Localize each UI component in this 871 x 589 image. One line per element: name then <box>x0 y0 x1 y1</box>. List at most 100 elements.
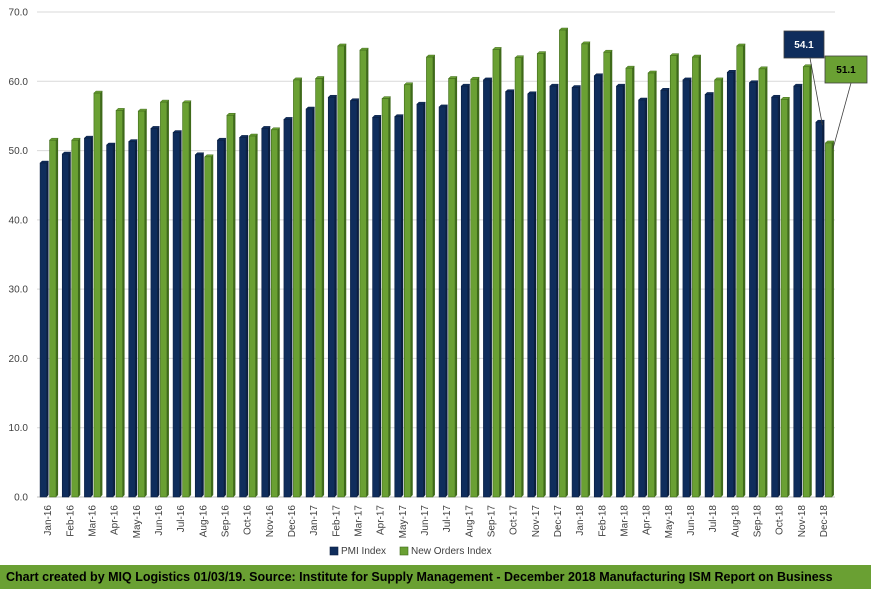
bar-pmi-side <box>179 130 182 498</box>
bar-new-orders <box>603 51 611 498</box>
bar-pmi <box>460 85 469 498</box>
callout-leader-new-orders <box>832 82 852 150</box>
bar-pmi-side <box>445 104 448 498</box>
bar-pmi-side <box>157 126 160 498</box>
x-tick-label: Sep-16 <box>220 505 231 538</box>
bar-pmi-side <box>246 135 249 497</box>
bar-new-orders <box>204 156 212 498</box>
bar-new-orders-side <box>676 53 679 498</box>
bar-pmi-side <box>312 107 315 497</box>
legend-swatch-new-orders <box>399 546 409 556</box>
y-tick-label: 60.0 <box>9 77 29 88</box>
bar-new-orders <box>248 135 256 498</box>
x-tick-label: Oct-18 <box>775 505 786 535</box>
bar-new-orders <box>802 66 811 498</box>
bar-pmi <box>749 82 757 498</box>
bar-new-orders <box>780 99 788 498</box>
bar-new-orders <box>692 56 700 498</box>
bar-pmi <box>571 87 579 498</box>
bar-pmi <box>815 121 823 498</box>
bar-pmi <box>172 132 180 498</box>
bar-new-orders <box>514 57 522 498</box>
bar-pmi-side <box>401 114 404 497</box>
bar-new-orders <box>736 45 744 498</box>
x-tick-label: Dec-18 <box>819 505 830 538</box>
bar-pmi-side <box>290 117 293 498</box>
bar-pmi <box>438 106 446 498</box>
bar-pmi-side <box>667 88 670 498</box>
bar-new-orders-side <box>122 108 125 497</box>
bar-pmi <box>638 99 646 498</box>
bar-new-orders-side <box>588 41 591 497</box>
bar-new-orders-side <box>787 97 790 498</box>
x-tick-label: Feb-18 <box>597 505 608 537</box>
bar-pmi <box>704 94 712 498</box>
x-tick-label: Jun-16 <box>154 505 165 536</box>
bar-pmi-side <box>711 92 714 497</box>
bar-pmi <box>372 117 380 498</box>
x-tick-label: May-17 <box>398 505 409 539</box>
bar-pmi-side <box>534 91 537 497</box>
chart: 0.0 10.0 20.0 30.0 40.0 50.0 60.0 70.0 Jan-16 Feb… <box>9 8 868 557</box>
bar-new-orders-side <box>765 66 768 498</box>
bar-new-orders-side <box>432 55 435 498</box>
bar-new-orders-side <box>233 113 236 497</box>
bar-pmi <box>128 141 136 498</box>
bar-new-orders <box>825 142 833 498</box>
bar-pmi-side <box>800 84 803 497</box>
legend-swatch-pmi <box>329 546 339 556</box>
bar-new-orders-side <box>455 76 458 497</box>
bar-pmi-side <box>733 70 736 498</box>
x-tick-label: May-18 <box>664 505 675 539</box>
bar-new-orders-side <box>499 47 502 498</box>
bar-pmi-side <box>135 139 138 498</box>
bar-new-orders-side <box>543 51 546 497</box>
y-tick-label: 10.0 <box>9 423 29 434</box>
x-tick-label: Jul-16 <box>176 505 187 533</box>
x-tick-label: Aug-18 <box>730 505 741 538</box>
bar-pmi-side <box>201 152 204 497</box>
bar-new-orders <box>93 92 101 498</box>
bar-new-orders <box>714 79 722 498</box>
bar-new-orders-side <box>831 140 834 497</box>
bar-pmi <box>660 89 668 498</box>
bar-pmi <box>726 71 735 498</box>
callout-box-pmi <box>783 30 825 59</box>
bar-pmi <box>771 96 779 498</box>
x-tick-label: Oct-17 <box>509 505 520 535</box>
bar-new-orders-side <box>56 138 59 497</box>
bar-new-orders <box>226 114 234 498</box>
y-tick-label: 70.0 <box>9 8 29 19</box>
x-tick-label: Dec-16 <box>287 505 298 538</box>
y-tick-label: 40.0 <box>9 215 29 226</box>
y-tick-label: 30.0 <box>9 285 29 296</box>
y-tick-label: 50.0 <box>9 146 29 157</box>
legend-label-pmi: PMI Index <box>341 546 386 557</box>
bar-new-orders-side <box>299 77 302 498</box>
bar-new-orders <box>403 84 412 498</box>
legend-label-new-orders: New Orders Index <box>411 546 492 557</box>
bar-new-orders <box>315 78 323 498</box>
bar-new-orders-side <box>521 55 524 497</box>
bar-new-orders <box>337 45 345 498</box>
x-tick-label: Jan-18 <box>575 505 586 536</box>
bar-new-orders-side <box>410 82 413 497</box>
bar-pmi-side <box>556 84 559 497</box>
bar-new-orders <box>559 29 567 498</box>
bar-pmi-side <box>467 84 470 497</box>
bar-new-orders <box>71 139 79 498</box>
bar-pmi-side <box>423 102 426 498</box>
bar-pmi-side <box>268 126 271 498</box>
bar-new-orders <box>381 98 389 498</box>
bar-new-orders-side <box>565 28 568 498</box>
bar-new-orders-side <box>698 55 701 498</box>
callout-label-new-orders: 51.1 <box>836 65 856 76</box>
x-tick-label: Jun-18 <box>686 505 697 536</box>
bar-pmi-side <box>755 80 758 498</box>
bar-pmi <box>593 75 602 498</box>
bar-new-orders <box>182 102 190 498</box>
bar-new-orders-side <box>255 134 258 497</box>
x-tick-label: Feb-17 <box>331 505 342 537</box>
x-tick-label: Jun-17 <box>420 505 431 536</box>
x-tick-label: Mar-16 <box>87 505 98 537</box>
